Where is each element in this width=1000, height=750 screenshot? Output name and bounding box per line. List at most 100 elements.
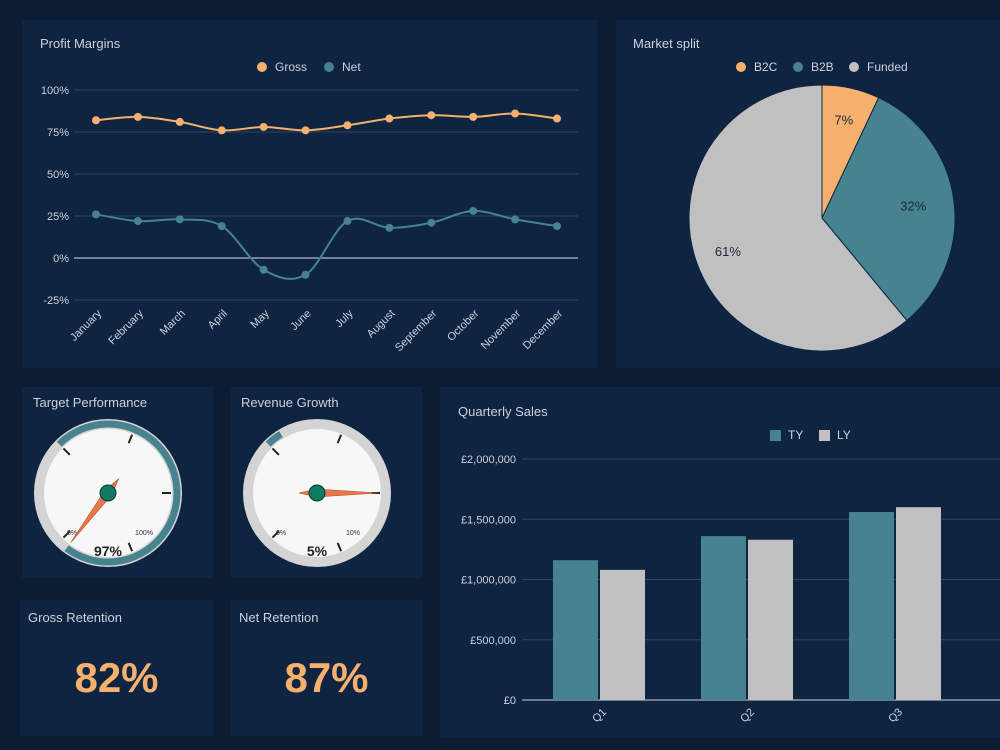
net-retention-value: 87% xyxy=(284,654,369,701)
x-tick-label: May xyxy=(249,307,273,331)
profit-margins-chart: Gross Net 100% 75% 50% 25% 0% -25%January Februa… xyxy=(41,60,578,354)
legend-marker-b2c xyxy=(736,62,746,72)
data-point-net xyxy=(427,218,436,227)
net-retention-title: Net Retention xyxy=(239,610,319,625)
bar-ly-q3 xyxy=(896,507,941,700)
x-tick-label: Q3 xyxy=(886,706,905,725)
legend-label-gross: Gross xyxy=(275,60,307,74)
data-point-net xyxy=(259,265,268,274)
data-point-net xyxy=(385,223,394,232)
pie-slice-b2b xyxy=(821,96,956,322)
data-point-net xyxy=(343,217,352,226)
gross-retention-title: Gross Retention xyxy=(28,610,122,625)
y-tick-label: £2,000,000 xyxy=(461,454,516,466)
revenue-growth-gauge: 0% 10% 5% xyxy=(243,419,391,567)
x-tick-label: November xyxy=(479,307,524,352)
y-tick-label: 0% xyxy=(53,253,69,265)
gauge-max-label: 10% xyxy=(346,530,360,537)
y-tick-label: £500,000 xyxy=(470,635,516,647)
data-point-gross xyxy=(175,117,184,126)
y-tick-label: £1,500,000 xyxy=(461,514,516,526)
gross-retention-panel: Gross Retention 82% xyxy=(20,600,213,736)
legend-label-net: Net xyxy=(342,60,361,74)
gauge-min-label: 0% xyxy=(276,530,286,537)
pie-data-label: 61% xyxy=(715,244,741,259)
gross-retention-value: 82% xyxy=(74,654,159,701)
y-tick-label: 50% xyxy=(47,169,69,181)
data-point-net xyxy=(469,206,478,215)
data-point-net xyxy=(553,222,561,231)
quarterly-sales-title: Quarterly Sales xyxy=(458,404,548,419)
data-point-gross xyxy=(553,114,561,123)
legend-label-b2b: B2B xyxy=(811,60,834,74)
y-tick-label: 100% xyxy=(41,85,69,97)
profit-margins-title: Profit Margins xyxy=(40,36,121,51)
data-point-gross xyxy=(217,126,226,135)
quarterly-sales-panel: Quarterly Sales TY LY £2,000,000 £1,500,000… xyxy=(440,387,1000,738)
x-tick-label: April xyxy=(206,308,230,332)
bar-ly-q1 xyxy=(600,569,645,700)
gauge-max-label: 100% xyxy=(135,530,153,537)
legend-marker-ly xyxy=(819,430,830,441)
data-point-gross xyxy=(469,112,478,121)
data-point-net xyxy=(133,217,142,226)
bar-ty-q1 xyxy=(553,560,598,700)
target-performance-title: Target Performance xyxy=(33,395,148,410)
y-tick-label: 25% xyxy=(47,211,69,223)
series-line-net xyxy=(95,209,558,280)
market-split-chart: B2C B2B Funded 7% 32% 61% xyxy=(688,60,956,352)
data-point-gross xyxy=(385,114,394,123)
gauge-value-band xyxy=(265,431,283,447)
data-point-gross xyxy=(343,121,352,130)
data-point-gross xyxy=(511,109,520,118)
gauge-hub xyxy=(308,484,326,502)
x-tick-label: September xyxy=(393,307,440,354)
legend-label-ly: LY xyxy=(837,428,851,442)
x-tick-label: October xyxy=(445,307,481,343)
net-retention-panel: Net Retention 87% xyxy=(231,600,422,736)
bar-ty-q2 xyxy=(701,536,746,700)
revenue-growth-panel: Revenue Growth 0% 10% 5% xyxy=(231,387,422,578)
gauge-tick xyxy=(127,542,134,552)
x-tick-label: January xyxy=(68,307,105,344)
gauge-hub xyxy=(99,484,117,502)
y-tick-label: £0 xyxy=(504,695,516,707)
data-point-gross xyxy=(92,116,100,125)
data-point-gross xyxy=(427,111,436,120)
data-point-net xyxy=(217,222,226,231)
y-tick-label: 75% xyxy=(47,127,69,139)
x-tick-label: August xyxy=(365,308,398,341)
gauge-tick xyxy=(336,434,343,444)
gauge-tick xyxy=(127,434,134,444)
revenue-growth-title: Revenue Growth xyxy=(241,395,339,410)
x-tick-label: Q1 xyxy=(590,706,609,725)
gauge-tick xyxy=(271,447,280,456)
x-tick-label: June xyxy=(288,308,313,333)
profit-margins-panel: Profit Margins Gross Net 100% 75% 50% 25% 0% -2… xyxy=(22,20,597,368)
gauge-value-band xyxy=(56,420,181,566)
target-performance-gauge: 0% 100% 97% xyxy=(34,419,182,567)
target-performance-panel: Target Performance 0% 100% 97% xyxy=(22,387,213,578)
gauge-tick xyxy=(271,530,280,539)
gauge-tick xyxy=(62,447,71,456)
market-split-panel: Market split B2C B2B Funded 7% 32% 61% xyxy=(616,20,1000,368)
x-tick-label: Q2 xyxy=(738,706,757,725)
x-tick-label: December xyxy=(521,307,566,352)
series-line-gross xyxy=(95,112,558,132)
market-split-title: Market split xyxy=(633,36,700,51)
data-point-gross xyxy=(301,126,310,135)
legend-marker-ty xyxy=(770,430,781,441)
legend-marker-b2b xyxy=(793,62,803,72)
x-tick-label: March xyxy=(158,308,188,338)
gauge-tick xyxy=(62,530,71,539)
gauge-tick xyxy=(336,542,343,552)
y-tick-label: -25% xyxy=(43,295,69,307)
data-point-net xyxy=(301,270,310,279)
data-point-net xyxy=(92,210,100,219)
legend-label-funded: Funded xyxy=(867,60,908,74)
data-point-net xyxy=(511,215,520,224)
gauge-value-label: 5% xyxy=(307,543,328,559)
x-tick-label: July xyxy=(333,307,356,330)
x-tick-label: February xyxy=(106,307,146,347)
pie-data-label: 32% xyxy=(900,198,926,213)
